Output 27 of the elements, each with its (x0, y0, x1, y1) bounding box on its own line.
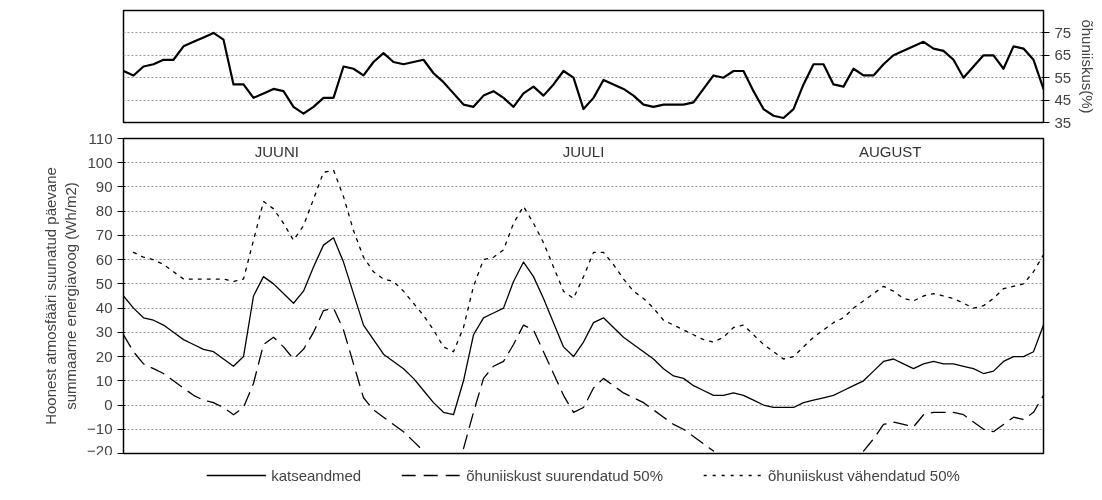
y-tick-label: 100 (87, 153, 113, 171)
y-tick-label: 10 (95, 371, 113, 389)
y-axis-title: Hoonest atmosfääri suunatud päevane summaarne energiavoog (Wh/m2) (41, 167, 80, 425)
y-tick-label: 110 (88, 129, 113, 147)
y-tick-label: 75 (1054, 23, 1072, 41)
y-tick-label: 20 (95, 347, 113, 365)
y-tick-label: 90 (95, 177, 113, 195)
y-tick-label: 50 (95, 274, 113, 292)
y-tick-label: 80 (95, 202, 113, 220)
y-tick-label: 65 (1054, 46, 1072, 64)
legend-label: õhuniiskust vähendatud 50% (768, 466, 960, 484)
annotation: JUULI (562, 142, 605, 160)
legend-label: õhuniiskust suurendatud 50% (466, 466, 664, 484)
y-tick-label: 55 (1054, 68, 1072, 86)
annotation: JUUNI (254, 142, 299, 160)
y-tick-label: 35 (1054, 113, 1072, 131)
y-axis-title: õhuniiskus(%) (1079, 19, 1097, 114)
y-tick-label: 45 (1054, 91, 1072, 109)
legend-label: katseandmed (271, 466, 362, 484)
y-tick-label: 0 (104, 396, 113, 414)
y-tick-label: 30 (95, 323, 113, 341)
y-tick-label: 60 (95, 250, 113, 268)
y-tick-label: 70 (95, 226, 113, 244)
annotation: AUGUST (858, 142, 922, 160)
y-tick-label: 40 (95, 299, 113, 317)
y-tick-label: −20 (87, 441, 113, 459)
y-tick-label: −10 (87, 420, 113, 438)
